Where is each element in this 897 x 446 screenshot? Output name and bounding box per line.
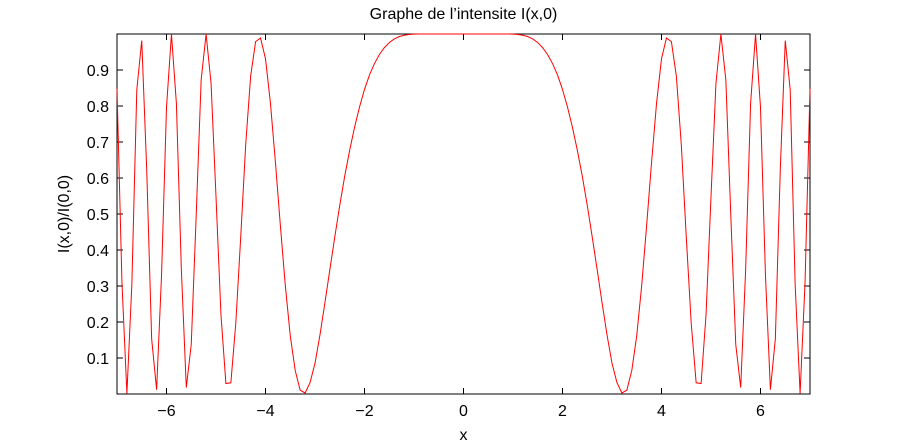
x-tick-label: 0 (459, 403, 468, 420)
y-tick-label: 0.2 (87, 315, 109, 332)
x-tick-label: 2 (558, 403, 567, 420)
plot-frame (116, 33, 811, 395)
y-axis-label: I(x,0)/I(0,0) (56, 175, 73, 253)
y-tick-label: 0.5 (87, 207, 109, 224)
tick-labels: −6 −4 −2 0 2 4 6 0.1 0.2 0.3 0.4 0.5 0.6 0.7 0.8 0.9 (87, 63, 765, 420)
x-axis-label: x (460, 427, 468, 444)
intensity-curve (116, 33, 811, 394)
y-tick-label: 0.1 (87, 351, 109, 368)
x-tick-label: 6 (756, 403, 765, 420)
y-tick-label: 0.3 (87, 279, 109, 296)
y-tick-label: 0.6 (87, 171, 109, 188)
axis-ticks (117, 34, 810, 394)
y-tick-label: 0.7 (87, 135, 109, 152)
y-tick-label: 0.8 (87, 99, 109, 116)
y-tick-label: 0.4 (87, 243, 109, 260)
x-tick-label: 4 (657, 403, 666, 420)
chart-title: Graphe de l’intensite I(x,0) (370, 6, 558, 23)
y-tick-label: 0.9 (87, 63, 109, 80)
x-tick-label: −6 (157, 403, 175, 420)
x-tick-label: −4 (256, 403, 274, 420)
x-tick-label: −2 (355, 403, 373, 420)
